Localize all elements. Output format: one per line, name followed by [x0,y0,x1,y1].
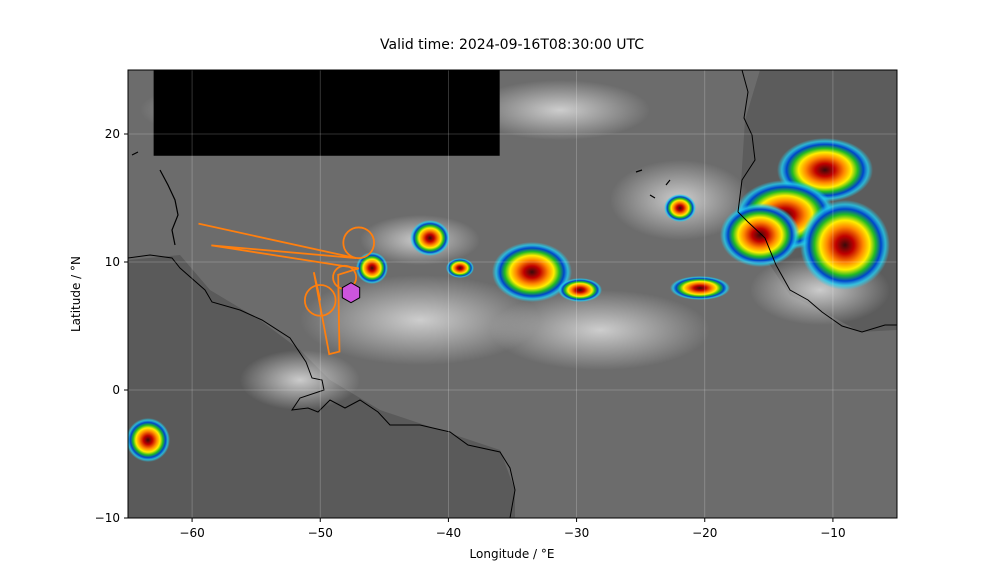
flight-track [198,222,359,356]
axes-frame [127,69,898,519]
convective-cell [720,203,800,267]
cloud-band [470,80,650,140]
convective-cell [492,242,572,302]
x-tick-label: −60 [179,526,204,540]
convective-cell [128,418,170,462]
x-tick-label: −50 [308,526,333,540]
y-axis-label: Latitude / °N [69,256,83,332]
y-tick-label: 10 [105,255,120,269]
x-axis-label: Longitude / °E [470,547,555,561]
no-data-region [153,70,500,156]
convective-cell [410,220,450,256]
cloud-band [240,350,360,410]
gridlines [128,70,897,519]
coastline-south-america [128,254,516,518]
satellite-image [128,70,897,518]
flight-circle [342,226,375,260]
coastline-africa [737,70,897,333]
y-tick-label: 0 [112,383,120,397]
convective-cell [558,278,602,302]
x-axis-ticks: −60 −50 −40 −30 −20 −10 [179,518,846,540]
x-tick-label: −30 [564,526,589,540]
coastline-islands [131,151,671,246]
x-tick-label: −10 [820,526,845,540]
x-tick-label: −40 [436,526,461,540]
convective-cell [664,194,696,222]
flight-circle [303,284,337,317]
convective-cell [356,252,388,284]
convective-cell [446,258,474,278]
cloud-band [490,290,710,370]
map-title: Valid time: 2024-09-16T08:30:00 UTC [380,37,644,53]
x-tick-label: −20 [692,526,717,540]
y-tick-label: −10 [95,511,120,525]
flight-track-layer [198,222,375,356]
y-tick-label: 20 [105,127,120,141]
convective-cell [800,200,890,290]
convective-cell [670,276,730,300]
y-axis-ticks: −10 0 10 20 [95,127,128,525]
hexagon-marker [341,282,361,304]
